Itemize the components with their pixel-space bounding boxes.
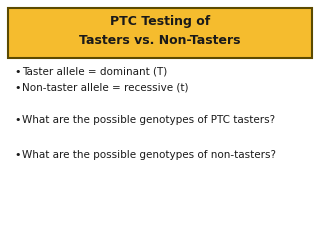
Text: PTC Testing of: PTC Testing of <box>110 16 210 29</box>
Text: •: • <box>14 67 20 77</box>
FancyBboxPatch shape <box>8 8 312 58</box>
Text: Non-taster allele = recessive (t): Non-taster allele = recessive (t) <box>22 83 188 93</box>
Text: •: • <box>14 150 20 160</box>
Text: What are the possible genotypes of non-tasters?: What are the possible genotypes of non-t… <box>22 150 276 160</box>
Text: What are the possible genotypes of PTC tasters?: What are the possible genotypes of PTC t… <box>22 115 275 125</box>
Text: Tasters vs. Non-Tasters: Tasters vs. Non-Tasters <box>79 34 241 47</box>
Text: •: • <box>14 115 20 125</box>
Text: •: • <box>14 83 20 93</box>
Text: Taster allele = dominant (T): Taster allele = dominant (T) <box>22 67 167 77</box>
